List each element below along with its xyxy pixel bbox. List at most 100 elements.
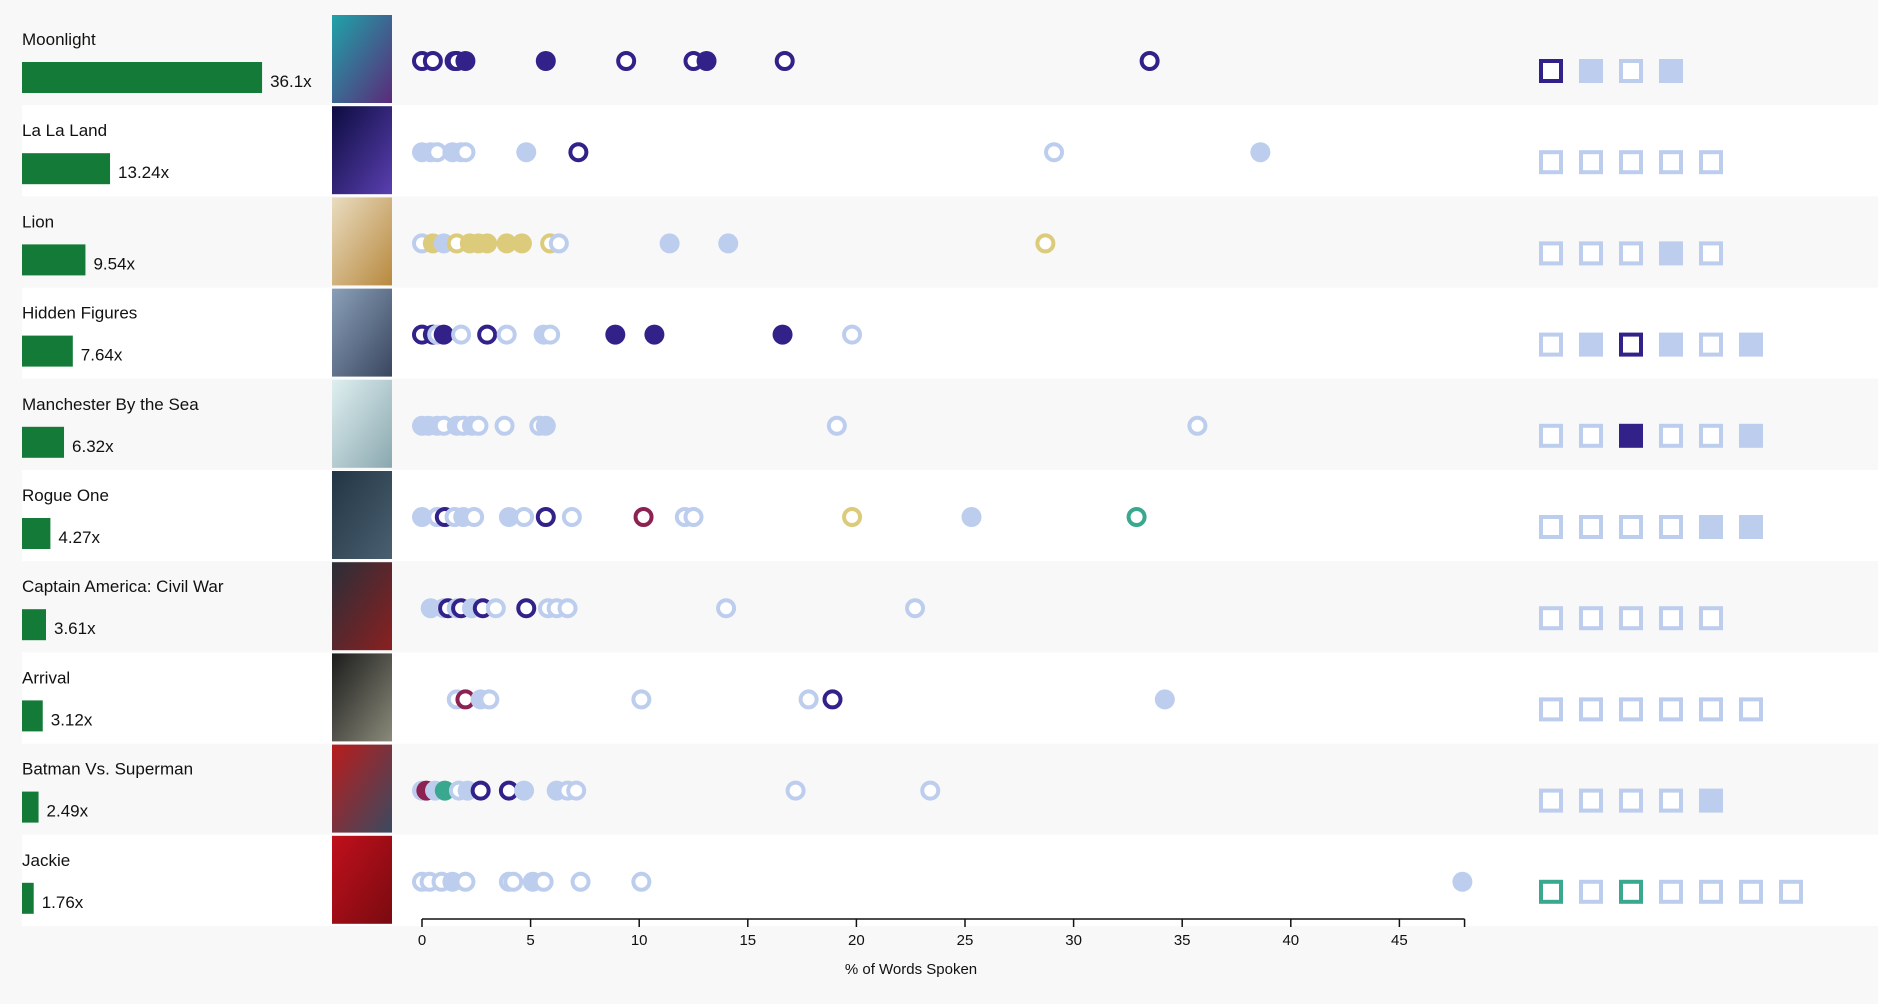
award-square xyxy=(1779,879,1803,904)
award-square xyxy=(1739,879,1763,904)
multiplier-label: 3.61x xyxy=(54,619,96,638)
character-dot xyxy=(455,871,476,892)
row-background xyxy=(22,196,1878,288)
tick-label: 15 xyxy=(739,932,756,949)
character-dot xyxy=(516,598,537,619)
movie-title: Arrival xyxy=(22,668,70,687)
award-square xyxy=(1699,423,1723,448)
tick-label: 10 xyxy=(631,932,648,949)
multiplier-label: 7.64x xyxy=(81,346,123,365)
character-dot xyxy=(605,324,626,345)
box-office-bar xyxy=(22,700,43,732)
character-dot xyxy=(716,598,737,619)
award-square xyxy=(1739,515,1763,539)
row-background xyxy=(22,561,1878,653)
multiplier-label: 1.76x xyxy=(42,893,84,912)
movie-row: Arrival 3.12x xyxy=(22,652,1878,744)
character-dot xyxy=(496,233,517,254)
character-dot xyxy=(1250,142,1271,163)
character-dot xyxy=(498,507,519,527)
character-dot xyxy=(464,507,485,527)
character-dot xyxy=(798,689,819,710)
award-square xyxy=(1659,606,1683,631)
movie-title: Captain America: Civil War xyxy=(22,577,224,596)
award-square xyxy=(1579,606,1603,631)
award-square xyxy=(1699,150,1723,175)
character-dot xyxy=(535,51,556,71)
movie-row: Rogue One 4.27x xyxy=(22,470,1878,562)
row-background xyxy=(22,105,1878,197)
row-background xyxy=(22,287,1878,379)
award-square xyxy=(1659,697,1683,722)
movie-poster xyxy=(332,471,392,559)
movie-poster xyxy=(332,835,392,924)
box-office-bar xyxy=(22,153,111,185)
character-dot xyxy=(633,507,654,527)
tick-label: 20 xyxy=(848,932,865,949)
character-dot xyxy=(496,324,517,345)
movie-row: Moonlight 36.1x xyxy=(22,14,1878,106)
award-square xyxy=(1699,606,1723,631)
award-square xyxy=(1539,332,1563,357)
character-dot xyxy=(511,233,532,254)
character-dot xyxy=(477,233,498,254)
character-dot xyxy=(1035,233,1056,254)
award-square xyxy=(1659,879,1683,904)
character-dot xyxy=(683,507,704,527)
award-square xyxy=(1699,332,1723,357)
award-square xyxy=(1699,788,1723,813)
movie-row: Lion 9.54x xyxy=(22,196,1878,288)
award-square xyxy=(1539,150,1563,175)
award-square xyxy=(1659,423,1683,448)
box-office-bar xyxy=(22,426,65,458)
movie-row: Jackie 1.76x xyxy=(22,834,1878,926)
character-dot xyxy=(644,324,665,345)
award-square xyxy=(1699,697,1723,722)
movie-title: Manchester By the Sea xyxy=(22,395,199,414)
character-dot xyxy=(616,51,637,71)
character-dot xyxy=(1187,415,1208,436)
award-square xyxy=(1619,606,1643,631)
character-dot xyxy=(1452,871,1473,892)
character-dot xyxy=(470,780,491,801)
award-square xyxy=(1539,59,1563,83)
award-square xyxy=(1579,788,1603,813)
character-dot xyxy=(631,871,652,892)
character-dot xyxy=(434,780,455,801)
award-square xyxy=(1659,515,1683,539)
award-square xyxy=(1579,59,1603,83)
character-dot xyxy=(455,142,476,163)
award-square xyxy=(1579,241,1603,266)
award-square xyxy=(1579,423,1603,448)
character-dot xyxy=(514,507,535,527)
character-dot xyxy=(842,324,863,345)
multiplier-label: 13.24x xyxy=(118,163,170,182)
row-background xyxy=(22,470,1878,562)
movie-poster xyxy=(332,379,392,468)
movie-row: Captain America: Civil War 3.61x xyxy=(22,561,1878,653)
box-office-bar xyxy=(22,609,47,641)
award-square xyxy=(1539,606,1563,631)
row-background xyxy=(22,652,1878,744)
box-office-bar xyxy=(22,518,51,549)
character-dot xyxy=(494,415,515,436)
tick-label: 35 xyxy=(1174,932,1191,949)
award-square xyxy=(1539,241,1563,266)
character-dot xyxy=(822,689,843,710)
tick-label: 25 xyxy=(957,932,974,949)
movie-row: La La Land 13.24x xyxy=(22,105,1878,197)
movie-title: Jackie xyxy=(22,851,70,870)
tick-label: 30 xyxy=(1065,932,1082,949)
character-dot xyxy=(548,233,569,254)
character-dot xyxy=(455,51,476,71)
character-dot xyxy=(485,598,506,619)
movie-poster xyxy=(332,15,392,103)
tick-label: 5 xyxy=(526,932,534,949)
movie-poster xyxy=(332,562,392,651)
award-square xyxy=(1579,697,1603,722)
movie-poster xyxy=(332,106,392,195)
movie-title: Lion xyxy=(22,212,54,231)
award-square xyxy=(1699,515,1723,539)
character-dot xyxy=(540,324,561,345)
